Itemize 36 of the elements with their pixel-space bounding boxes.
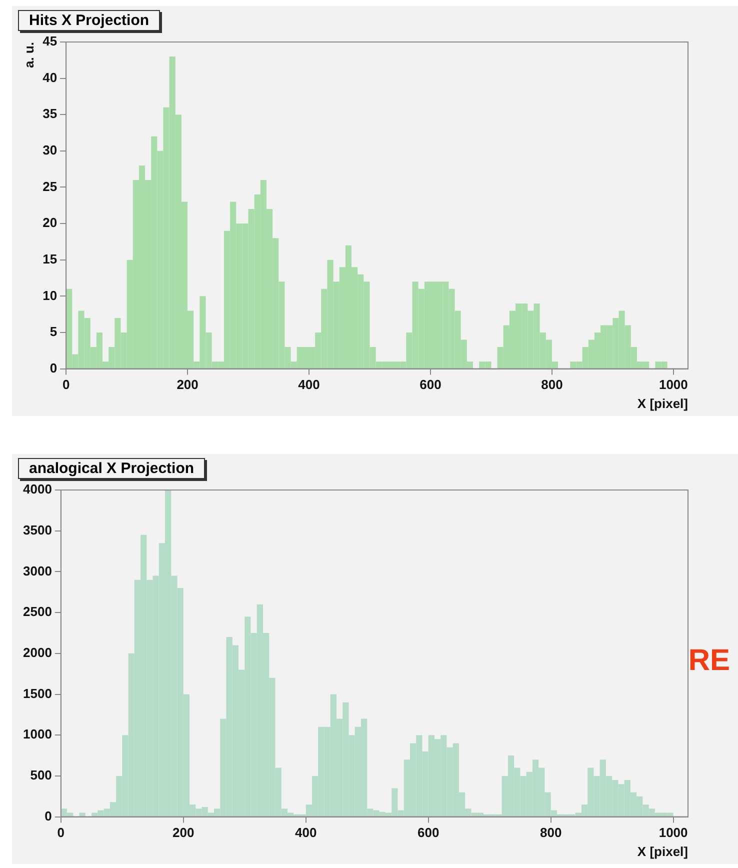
y-tick-label: 25 <box>42 178 58 194</box>
y-tick-label: 15 <box>42 251 58 266</box>
y-tick-label: 4000 <box>23 482 52 497</box>
y-tick-label: 3000 <box>23 563 52 578</box>
y-tick-label: 30 <box>42 142 58 158</box>
y-tick-label: 0 <box>44 808 52 824</box>
y-tick-label: 1000 <box>23 726 52 742</box>
x-tick-label: 0 <box>62 377 70 392</box>
y-tick-label: 2500 <box>23 604 52 620</box>
x-tick-label: 600 <box>420 377 442 392</box>
text: RE <box>688 644 730 678</box>
x-tick-label: 1000 <box>658 377 688 392</box>
y-tick-label: 1500 <box>23 686 52 701</box>
x-tick-label: 200 <box>172 825 194 840</box>
x-tick-label: 600 <box>418 825 440 840</box>
y-tick-label: 5 <box>50 324 58 340</box>
y-tick-label: 3500 <box>23 522 52 538</box>
x-tick-label: 200 <box>176 377 198 392</box>
y-tick-label: 10 <box>42 288 58 303</box>
y-tick-label: 2000 <box>23 644 52 660</box>
x-tick-label: 400 <box>298 377 320 392</box>
x-tick-label: 800 <box>540 825 562 840</box>
x-axis-title: X [pixel] <box>637 844 688 859</box>
y-tick-label: 500 <box>30 768 52 783</box>
x-tick-label: 400 <box>295 825 317 840</box>
x-tick-label: 1000 <box>658 825 688 840</box>
y-tick-label: 45 <box>42 34 58 49</box>
x-tick-label: 800 <box>541 377 563 392</box>
chart-title: analogical X Projection <box>18 458 206 479</box>
x-axis-title: X [pixel] <box>637 396 688 411</box>
y-tick-label: 40 <box>42 70 58 85</box>
y-tick-label: 35 <box>42 106 58 122</box>
y-tick-label: 20 <box>42 215 58 230</box>
y-tick-label: 0 <box>50 360 58 376</box>
chart-title: Hits X Projection <box>18 10 160 31</box>
y-axis-title: a. u. <box>21 42 36 68</box>
